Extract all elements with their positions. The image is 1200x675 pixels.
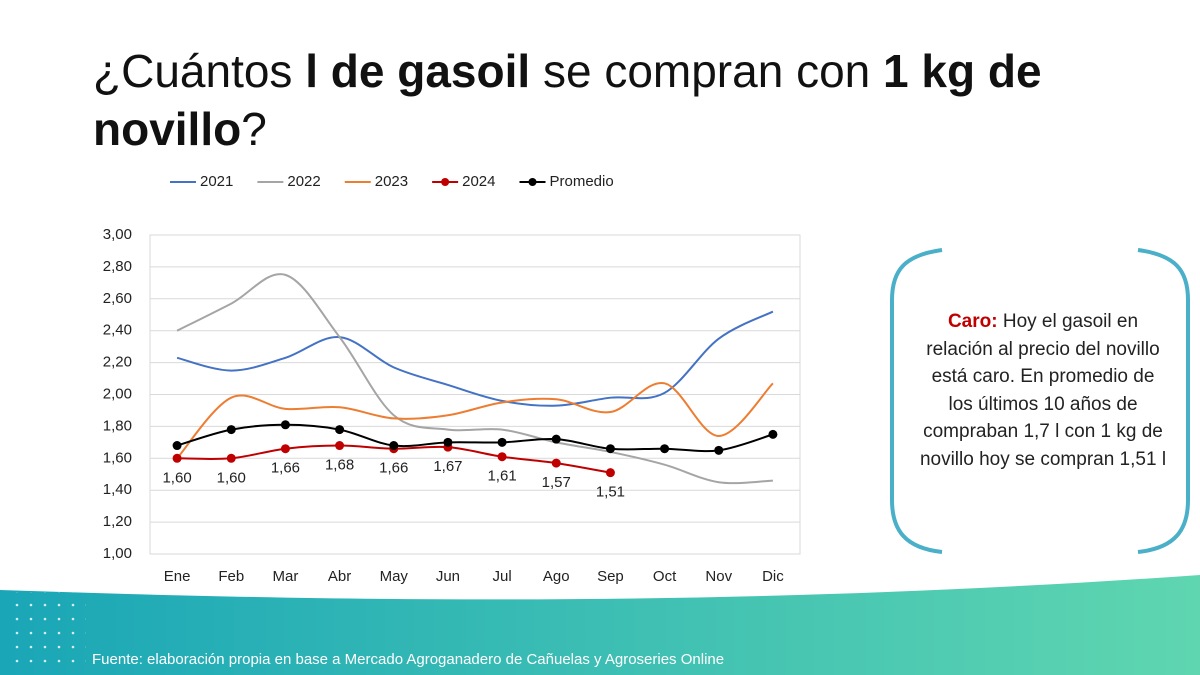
legend-label: 2022 (287, 173, 320, 190)
title-part: 1 kg (883, 45, 976, 97)
data-label: 1,51 (596, 484, 625, 501)
point-marker (714, 445, 724, 455)
data-label: 1,66 (379, 460, 408, 477)
y-tick-label: 2,00 (103, 385, 132, 402)
legend-marker (441, 178, 450, 186)
point-marker (335, 425, 345, 435)
point-marker (280, 420, 290, 430)
series-line (176, 273, 773, 485)
slide-title: ¿Cuántos l de gasoil se compran con 1 kg… (93, 42, 1133, 158)
title-part: se compran con (530, 45, 884, 97)
point-marker (280, 444, 290, 454)
plot-frame (149, 234, 801, 555)
point-marker (497, 452, 507, 462)
point-marker (497, 437, 507, 447)
y-tick-label: 1,40 (103, 481, 132, 498)
point-marker (605, 468, 615, 478)
y-tick-label: 2,20 (103, 354, 132, 371)
x-tick-label: Ago (543, 568, 570, 585)
point-marker (443, 437, 453, 447)
data-label: 1,67 (433, 458, 462, 475)
x-tick-label: Ene (164, 568, 191, 585)
x-tick-label: Feb (218, 568, 244, 585)
x-tick-label: Sep (597, 568, 624, 585)
x-tick-label: Nov (705, 568, 732, 585)
legend-label: 2024 (462, 173, 495, 190)
point-marker (172, 441, 182, 451)
y-tick-label: 3,00 (103, 226, 132, 243)
note-label: Caro: (947, 311, 998, 332)
bracket-left (890, 248, 943, 554)
point-marker (226, 425, 236, 435)
data-label: 1,57 (542, 474, 571, 491)
x-tick-label: Dic (762, 568, 784, 585)
x-tick-label: Oct (653, 568, 677, 585)
title-part: ¿Cuántos (93, 45, 306, 97)
point-marker (226, 453, 236, 463)
y-tick-label: 2,60 (103, 290, 132, 307)
y-tick-label: 2,40 (103, 322, 132, 339)
point-marker (172, 453, 182, 463)
data-label: 1,68 (325, 457, 354, 474)
bracket-right (1137, 248, 1190, 554)
point-marker (551, 458, 561, 468)
y-tick-label: 1,60 (103, 449, 132, 466)
legend-label: 2023 (375, 173, 408, 190)
series-line (176, 382, 774, 459)
series-line (176, 310, 774, 407)
y-tick-label: 1,20 (103, 513, 132, 530)
note-text: Hoy el gasoil en relación al precio del … (919, 311, 1167, 470)
point-marker (768, 429, 778, 439)
point-marker (389, 441, 399, 451)
y-tick-label: 1,80 (103, 417, 132, 434)
series-line (176, 423, 774, 453)
legend-label: Promedio (550, 173, 614, 190)
note-box: Caro: Hoy el gasoil en relación al preci… (918, 308, 1168, 473)
data-label: 1,60 (217, 469, 246, 486)
x-tick-label: Jul (492, 568, 511, 585)
x-tick-label: May (380, 568, 409, 585)
title-part: ? (241, 103, 267, 155)
x-tick-label: Mar (272, 568, 298, 585)
data-label: 1,66 (271, 460, 300, 477)
x-tick-label: Abr (328, 568, 351, 585)
legend-marker (528, 178, 537, 186)
data-label: 1,61 (487, 468, 516, 485)
legend-label: 2021 (200, 173, 233, 190)
data-label: 1,60 (162, 469, 191, 486)
point-marker (335, 441, 345, 451)
x-tick-label: Jun (436, 568, 460, 585)
point-marker (605, 444, 615, 454)
title-part: l de gasoil (305, 45, 531, 97)
title-part: de novillo (93, 45, 1042, 155)
y-tick-label: 2,80 (103, 258, 132, 275)
point-marker (551, 434, 561, 444)
point-marker (660, 444, 670, 454)
dot-pattern (14, 592, 86, 664)
source-note: Fuente: elaboración propia en base a Mer… (92, 651, 724, 668)
y-tick-label: 1,00 (103, 545, 132, 562)
footer-wave (0, 575, 1200, 675)
